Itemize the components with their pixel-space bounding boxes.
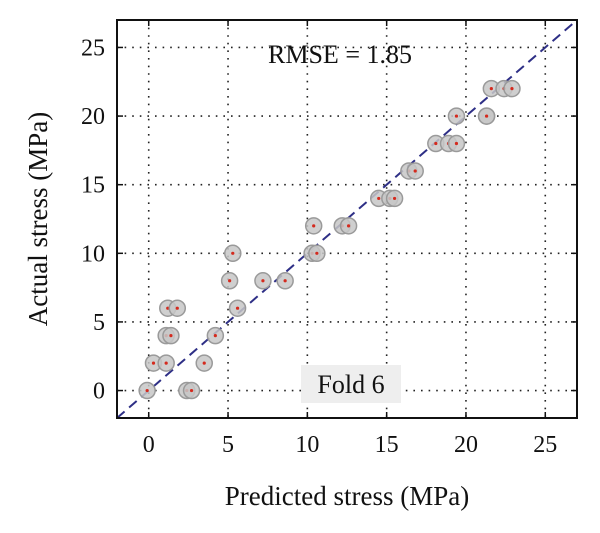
data-point-center <box>175 306 179 310</box>
y-tick-label: 10 <box>81 241 105 267</box>
y-tick-label: 25 <box>81 35 105 61</box>
data-point <box>447 107 466 125</box>
data-point-center <box>315 251 319 255</box>
data-point <box>206 326 225 345</box>
data-point-center <box>454 141 459 146</box>
x-tick-label: 5 <box>222 432 234 458</box>
x-tick-label: 25 <box>533 432 557 458</box>
y-axis-ticks: 0 5 10 15 20 25 <box>81 35 577 405</box>
data-point-center <box>189 388 194 393</box>
y-tick-label: 15 <box>81 173 105 199</box>
data-point-center <box>510 87 514 91</box>
data-point <box>168 299 187 317</box>
y-tick-label: 5 <box>93 310 105 336</box>
data-point <box>308 244 326 263</box>
data-point-center <box>261 279 265 283</box>
x-tick-label: 10 <box>295 432 319 458</box>
data-point <box>157 354 175 372</box>
data-point-center <box>228 279 232 283</box>
fold-label: Fold 6 <box>317 370 384 399</box>
rmse-annotation: RMSE = 1.85 <box>268 40 412 69</box>
data-point-center <box>164 361 168 365</box>
y-tick-label: 0 <box>93 379 105 405</box>
data-point-center <box>169 334 173 338</box>
data-point-center <box>377 196 381 201</box>
data-point <box>304 217 323 235</box>
data-point-center <box>145 388 149 393</box>
data-point <box>224 244 242 263</box>
x-axis-ticks: 0 5 10 15 20 25 <box>143 20 557 458</box>
fold-label-box <box>301 365 401 403</box>
data-point-center <box>413 169 417 173</box>
plot-frame <box>116 19 578 419</box>
data-point-center <box>202 361 206 365</box>
data-point-center <box>213 334 217 338</box>
data-point <box>406 162 424 180</box>
data-point-center <box>283 279 287 283</box>
y-tick-label: 20 <box>81 104 105 130</box>
data-point <box>220 272 239 290</box>
data-point <box>477 107 496 125</box>
x-tick-label: 15 <box>375 432 399 458</box>
data-point <box>427 134 445 153</box>
data-point-center <box>166 306 170 310</box>
x-tick-label: 20 <box>454 432 478 458</box>
data-point-center <box>484 114 489 118</box>
data-point-center <box>151 361 156 365</box>
data-point <box>138 381 156 400</box>
data-point <box>254 272 272 290</box>
data-point-center <box>235 306 240 310</box>
data-point-center <box>392 196 397 201</box>
data-point <box>339 217 358 235</box>
data-point <box>276 272 294 290</box>
data-point <box>162 326 180 345</box>
data-point <box>228 299 247 317</box>
data-point <box>195 354 213 372</box>
data-point-center <box>312 224 316 228</box>
data-point <box>385 189 404 208</box>
data-point-center <box>454 114 459 118</box>
data-point-center <box>231 251 235 255</box>
data-point <box>182 381 201 400</box>
y-axis-label: Actual stress (MPa) <box>23 112 53 326</box>
data-point-center <box>489 87 493 91</box>
x-axis-label: Predicted stress (MPa) <box>225 481 469 511</box>
data-points <box>138 79 521 400</box>
data-point <box>447 134 466 153</box>
data-point-center <box>434 141 438 146</box>
x-tick-label: 0 <box>143 432 155 458</box>
data-point-center <box>346 224 351 228</box>
data-point <box>503 79 521 98</box>
